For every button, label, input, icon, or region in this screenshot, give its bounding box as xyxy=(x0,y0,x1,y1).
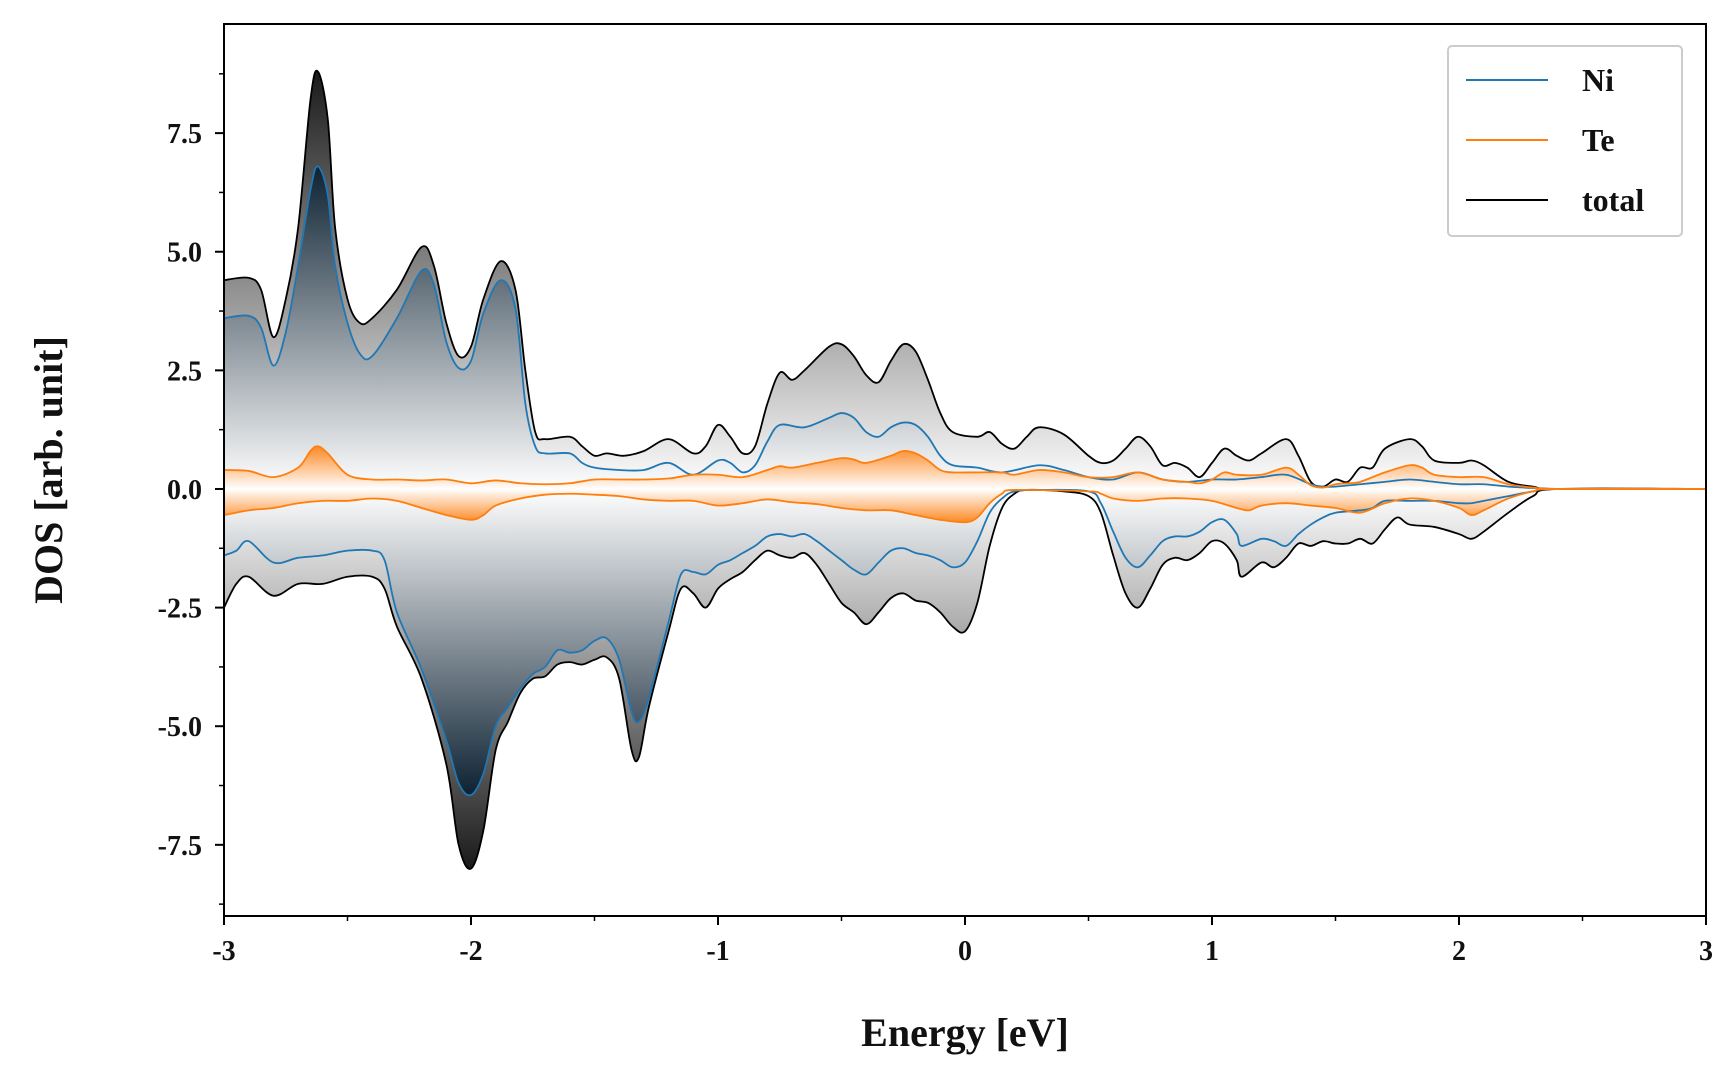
legend-label-ni: Ni xyxy=(1582,62,1614,98)
te-spin-up-fill xyxy=(224,446,1706,490)
y-tick-label: -5.0 xyxy=(158,712,202,743)
x-tick-label: 2 xyxy=(1452,936,1466,967)
total-spin-down-line xyxy=(224,487,1706,870)
te-spin-up-line xyxy=(224,445,1706,490)
x-tick-label: -1 xyxy=(706,936,729,967)
te-spin-down-line xyxy=(224,487,1706,524)
y-tick-label: 2.5 xyxy=(167,356,202,387)
ni-spin-down-line xyxy=(224,487,1706,797)
x-tick-label: 1 xyxy=(1205,936,1219,967)
y-tick-label: 0.0 xyxy=(167,475,202,506)
legend-box xyxy=(1447,45,1683,237)
y-tick-label: 5.0 xyxy=(167,238,202,269)
x-tick-label: 0 xyxy=(958,936,972,967)
y-tick-label: 7.5 xyxy=(167,119,202,150)
plot-area xyxy=(224,69,1706,870)
y-axis-title: DOS [arb. unit] xyxy=(26,336,71,604)
legend: Ni Te total xyxy=(1447,45,1683,237)
x-axis-title: Energy [eV] xyxy=(861,1010,1069,1055)
te-spin-down-fill xyxy=(224,488,1706,523)
y-tick-label: -7.5 xyxy=(158,831,202,862)
axes: -3 -2 -1 0 1 2 3 -7.5 -5.0 -2.5 0.0 2.5 5.0 7.5 xyxy=(158,23,1713,967)
ni-spin-down-fill xyxy=(224,488,1706,796)
x-tick-label: -3 xyxy=(212,936,235,967)
legend-label-te: Te xyxy=(1582,122,1615,158)
ni-spin-up-fill xyxy=(224,166,1706,490)
y-tick-label: -2.5 xyxy=(158,594,202,625)
x-tick-label: -2 xyxy=(459,936,482,967)
legend-label-total: total xyxy=(1582,182,1644,218)
x-tick-label: 3 xyxy=(1699,936,1713,967)
